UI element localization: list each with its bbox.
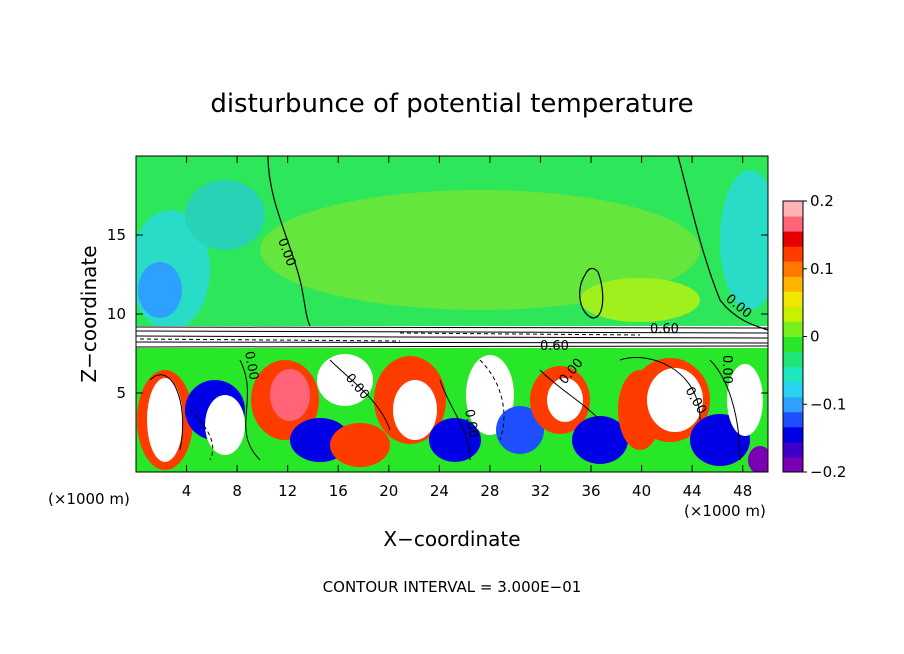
x-tick-label: 36 [581, 482, 600, 500]
colorbar-segment [783, 201, 803, 217]
colorbar-segment [783, 321, 803, 337]
colorbar-tick-label: −0.2 [810, 463, 846, 481]
x-tick-label: 48 [733, 482, 752, 500]
lower-contours [149, 357, 741, 461]
footer-contour-interval: CONTOUR INTERVAL = 3.000E−01 [323, 578, 582, 596]
colorbar-segment [783, 366, 803, 383]
colorbar-segment [783, 456, 803, 473]
x-tick-label: 44 [683, 482, 702, 500]
upper-blue-patch [138, 262, 182, 318]
colorbar [783, 201, 803, 473]
colorbar-segment [783, 246, 803, 262]
x-unit-left: (×1000 m) [48, 490, 130, 508]
x-tick-label: 4 [182, 482, 192, 500]
colorbar-segment [783, 231, 803, 247]
y-axis-label: Z−coordinate [77, 245, 101, 382]
contour-label: 0.60 [540, 339, 569, 354]
colorbar-tick-label: −0.1 [810, 395, 846, 413]
colorbar-segment [783, 441, 803, 458]
colorbar-segment [783, 261, 803, 277]
x-tick-label: 28 [480, 482, 499, 500]
x-tick-label: 16 [329, 482, 348, 500]
colorbar-segment [783, 411, 803, 428]
colorbar-tick-label: 0.1 [810, 260, 834, 278]
colorbar-segment [783, 426, 803, 443]
x-axis: 4 8 12 16 20 24 28 32 36 40 44 48 [182, 156, 752, 500]
upper-cyan-patch-2 [185, 180, 265, 250]
chart-title: disturbunce of potential temperature [210, 89, 693, 119]
y-tick-label: 10 [107, 305, 126, 323]
colorbar-segment [783, 336, 803, 353]
upper-lightgreen-patch [260, 190, 700, 310]
colorbar-tick-label: 0 [810, 328, 820, 346]
contour-label: 0.60 [650, 322, 679, 337]
colorbar-segment [783, 396, 803, 413]
x-unit-right: (×1000 m) [684, 502, 766, 520]
colorbar-ticks: 0.2 0.1 0 −0.1 −0.2 [803, 192, 846, 481]
upper-right-cyan [720, 170, 768, 310]
contour-label: 0.00 [461, 408, 481, 439]
y-axis: 5 10 15 [107, 226, 768, 402]
colorbar-segment [783, 276, 803, 292]
colorbar-segment [783, 381, 803, 398]
colorbar-segment [783, 216, 803, 232]
y-tick-label: 15 [107, 226, 126, 244]
x-axis-label: X−coordinate [383, 527, 520, 551]
colorbar-segment [783, 306, 803, 322]
upper-contours [267, 156, 768, 331]
colorbar-segment [783, 351, 803, 368]
x-tick-label: 20 [379, 482, 398, 500]
plot-area: 0.00 0.00 0.60 0.60 0.00 0.00 0.00 0.00 … [136, 156, 768, 472]
colorbar-tick-label: 0.2 [810, 192, 834, 210]
x-tick-label: 24 [430, 482, 449, 500]
contour-label: 0.00 [241, 350, 261, 381]
y-tick-label: 5 [116, 384, 126, 402]
x-tick-label: 8 [232, 482, 242, 500]
colorbar-segment [783, 291, 803, 307]
x-tick-label: 40 [632, 482, 651, 500]
x-tick-label: 12 [278, 482, 297, 500]
upper-lime-patch [580, 278, 700, 322]
x-tick-label: 32 [531, 482, 550, 500]
contour-label: 0.00 [719, 355, 734, 384]
